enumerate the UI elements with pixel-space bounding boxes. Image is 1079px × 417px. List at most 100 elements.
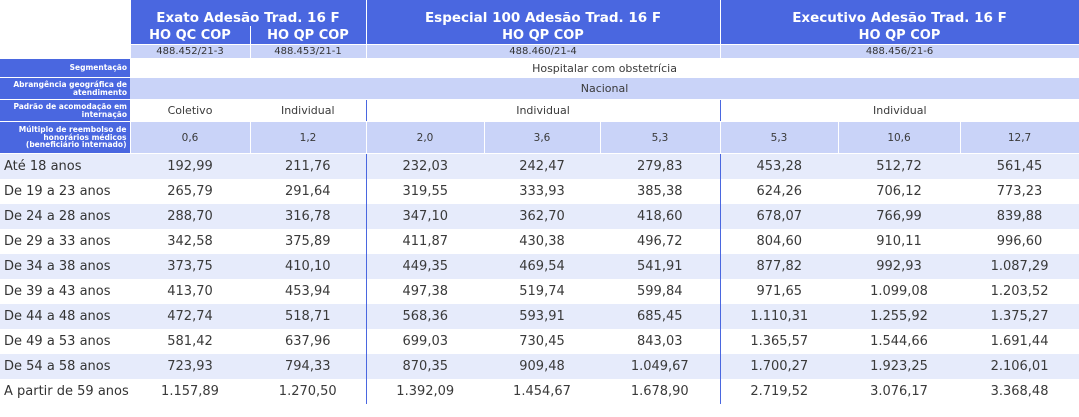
segmentacao-row: Segmentação Hospitalar com obstetrícia [0, 58, 1079, 78]
plan-name-executivo: Executivo Adesão Trad. 16 F [719, 0, 1079, 26]
price-cell: 362,70 [484, 204, 600, 229]
age-range-label: A partir de 59 anos [0, 379, 130, 404]
price-cell: 971,65 [719, 279, 839, 304]
price-cell: 472,74 [130, 304, 250, 329]
price-cell: 291,64 [250, 179, 366, 204]
price-cell: 1.049,67 [600, 354, 721, 379]
price-cell: 518,71 [250, 304, 366, 329]
price-cell: 449,35 [365, 254, 484, 279]
price-cell: 453,94 [250, 279, 366, 304]
price-table: Exato Adesão Trad. 16 F Especial 100 Ade… [0, 0, 1079, 404]
price-cell: 3.076,17 [838, 379, 961, 404]
age-range-label: De 19 a 23 anos [0, 179, 130, 204]
multiplo-row: Múltiplo de reembolso de honorários médi… [0, 121, 1079, 154]
price-cell: 843,03 [600, 329, 721, 354]
price-cell: 1.678,90 [600, 379, 721, 404]
price-rows: Até 18 anos 192,99 211,76 232,03 242,47 279,8… [0, 153, 1079, 404]
registration-number: 488.452/21-3 [129, 44, 251, 59]
price-cell: 319,55 [365, 179, 484, 204]
price-cell: 469,54 [484, 254, 600, 279]
multiplo-value: 10,6 [837, 121, 961, 154]
price-cell: 1.255,92 [838, 304, 961, 329]
price-cell: 288,70 [130, 204, 250, 229]
multiplo-value: 2,0 [365, 121, 485, 154]
price-cell: 279,83 [600, 153, 721, 179]
table-row: De 29 a 33 anos 342,58 375,89 411,87 430,38 4… [0, 229, 1079, 254]
table-row: De 49 a 53 anos 581,42 637,96 699,03 730,45 8… [0, 329, 1079, 354]
price-cell: 568,36 [365, 304, 484, 329]
segmentacao-value: Hospitalar com obstetrícia [130, 58, 1079, 78]
price-cell: 265,79 [130, 179, 250, 204]
segmentacao-label: Segmentação [0, 58, 130, 78]
table-row: A partir de 59 anos 1.157,89 1.270,50 1.392… [0, 379, 1079, 404]
registration-number: 488.460/21-4 [365, 44, 721, 59]
abrangencia-value: Nacional [130, 77, 1079, 100]
price-cell: 242,47 [484, 153, 600, 179]
multiplo-value: 3,6 [483, 121, 601, 154]
table-row: De 54 a 58 anos 723,93 794,33 870,35 909,48 1… [0, 354, 1079, 379]
price-cell: 1.691,44 [960, 329, 1079, 354]
corner-blank [0, 0, 130, 59]
price-cell: 1.087,29 [960, 254, 1079, 279]
multiplo-value: 1,2 [249, 121, 367, 154]
price-cell: 593,91 [484, 304, 600, 329]
price-cell: 1.203,52 [960, 279, 1079, 304]
price-cell: 512,72 [838, 153, 961, 179]
price-cell: 877,82 [719, 254, 839, 279]
table-row: De 39 a 43 anos 413,70 453,94 497,38 519,74 5… [0, 279, 1079, 304]
abrangencia-row: Abrangência geográfica de atendimento Na… [0, 77, 1079, 100]
price-cell: 192,99 [130, 153, 250, 179]
price-cell: 347,10 [365, 204, 484, 229]
multiplo-value: 5,3 [599, 121, 721, 154]
price-cell: 2.719,52 [719, 379, 839, 404]
table-row: De 34 a 38 anos 373,75 410,10 449,35 469,54 5… [0, 254, 1079, 279]
price-cell: 1.375,27 [960, 304, 1079, 329]
plan-code-row: HO QC COP HO QP COP HO QP COP HO QP COP [0, 26, 1079, 45]
price-cell: 413,70 [130, 279, 250, 304]
price-cell: 211,76 [250, 153, 366, 179]
price-cell: 599,84 [600, 279, 721, 304]
age-range-label: De 39 a 43 anos [0, 279, 130, 304]
price-cell: 519,74 [484, 279, 600, 304]
price-cell: 730,45 [484, 329, 600, 354]
price-cell: 870,35 [365, 354, 484, 379]
price-cell: 497,38 [365, 279, 484, 304]
price-cell: 1.099,08 [838, 279, 961, 304]
table-row: De 19 a 23 anos 265,79 291,64 319,55 333,93 3… [0, 179, 1079, 204]
price-cell: 1.700,27 [719, 354, 839, 379]
age-range-label: De 24 a 28 anos [0, 204, 130, 229]
price-cell: 766,99 [838, 204, 961, 229]
price-cell: 385,38 [600, 179, 721, 204]
price-cell: 804,60 [719, 229, 839, 254]
age-range-label: De 29 a 33 anos [0, 229, 130, 254]
price-cell: 1.110,31 [719, 304, 839, 329]
price-cell: 723,93 [130, 354, 250, 379]
registration-number: 488.456/21-6 [719, 44, 1079, 59]
table-row: Até 18 anos 192,99 211,76 232,03 242,47 279,8… [0, 153, 1079, 179]
price-cell: 418,60 [600, 204, 721, 229]
price-cell: 3.368,48 [960, 379, 1079, 404]
table-row: De 44 a 48 anos 472,74 518,71 568,36 593,91 6… [0, 304, 1079, 329]
multiplo-value: 0,6 [129, 121, 251, 154]
price-cell: 1.544,66 [838, 329, 961, 354]
table-row: De 24 a 28 anos 288,70 316,78 347,10 362,70 4… [0, 204, 1079, 229]
price-cell: 1.454,67 [484, 379, 600, 404]
acomodacao-label: Padrão de acomodação em internação [0, 99, 130, 122]
price-cell: 561,45 [960, 153, 1079, 179]
plan-name-exato: Exato Adesão Trad. 16 F [129, 0, 367, 26]
plan-code: HO QP COP [365, 26, 721, 45]
price-cell: 342,58 [130, 229, 250, 254]
price-cell: 1.923,25 [838, 354, 961, 379]
multiplo-value: 5,3 [719, 121, 839, 154]
price-cell: 794,33 [250, 354, 366, 379]
price-cell: 1.365,57 [719, 329, 839, 354]
plan-code: HO QP COP [719, 26, 1079, 45]
price-cell: 316,78 [250, 204, 366, 229]
price-cell: 541,91 [600, 254, 721, 279]
price-cell: 996,60 [960, 229, 1079, 254]
price-cell: 678,07 [719, 204, 839, 229]
acomodacao-row: Padrão de acomodação em internação Colet… [0, 99, 1079, 122]
registration-number: 488.453/21-1 [249, 44, 367, 59]
acomodacao-value: Individual [365, 99, 721, 122]
